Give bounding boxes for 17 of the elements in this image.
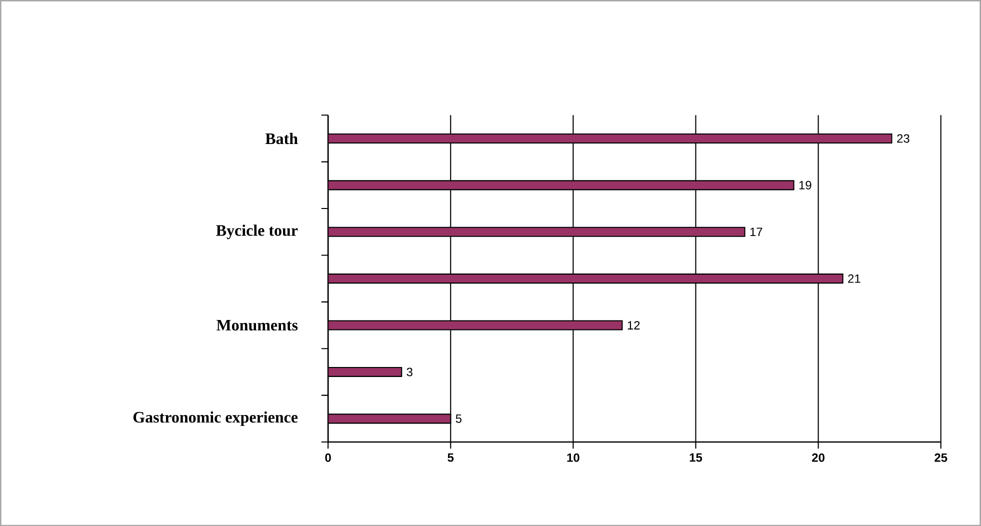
y-tick-label: Bath [265,132,298,144]
data-label: 12 [628,321,640,330]
x-tick-label: 10 [567,453,580,462]
x-tick-label: 20 [812,453,824,462]
y-tick-label: Gastronomic experience [133,411,298,426]
x-tick-label: 15 [690,453,702,462]
x-tick-label: 25 [934,453,948,462]
data-label: 17 [750,228,762,236]
data-label: 19 [799,180,812,190]
data-label: 5 [456,414,462,423]
data-label: 21 [848,274,860,283]
x-tick-label: 0 [325,453,331,462]
y-tick-label: Bycicle tour [216,224,298,240]
data-label: 23 [897,134,910,143]
data-label: 3 [406,368,412,376]
y-tick-label: Monuments [216,320,298,331]
x-tick-label: 5 [448,453,454,462]
